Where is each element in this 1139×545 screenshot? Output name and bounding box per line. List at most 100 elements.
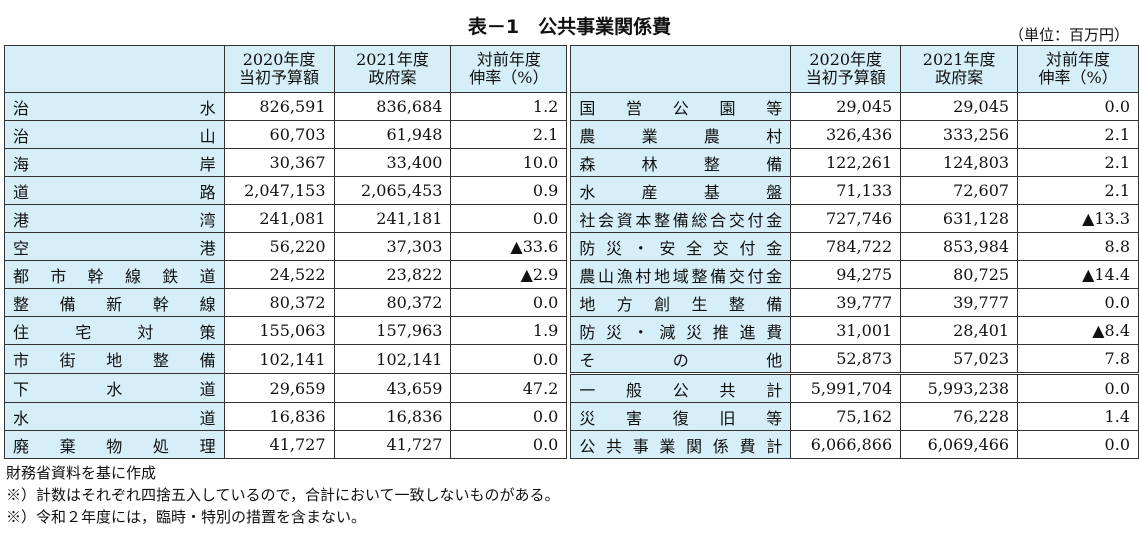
rounding-note: ※）計数はそれぞれ四捨五入しているので，合計において一致しないものがある。 [6, 486, 560, 504]
value-2020-right: 326,436 [790, 120, 902, 149]
value-2020-left: 16,836 [223, 402, 335, 431]
header-2020-left: 2020年度 当初予算額 [223, 45, 335, 93]
table-row: 水道 16,836 16,836 0.0 災害復旧等 75,162 76,228 1.4 [4, 402, 1139, 431]
table-row: 整備新幹線 80,372 80,372 0.0 地方創生整備 39,777 39,777 0.… [4, 288, 1139, 317]
value-2020-left: 80,372 [223, 288, 335, 317]
growth-rate-left: 1.2 [450, 92, 568, 121]
value-2020-right: 122,261 [790, 148, 902, 177]
table-row: 港湾 241,081 241,181 0.0 社会資本整備総合交付金 727,746 631… [4, 204, 1139, 233]
header-2020-right: 2020年度 当初予算額 [790, 45, 902, 93]
value-2021-right: 39,777 [900, 288, 1019, 317]
value-2020-right: 29,045 [790, 92, 902, 121]
row-label-right: 公共事業関係費計 [570, 430, 792, 459]
value-2021-left: 836,684 [333, 92, 452, 121]
exclusion-note: ※）令和２年度には，臨時・特別の措置を含まない。 [6, 508, 367, 526]
table-row: 市街地整備 102,141 102,141 0.0 その他 52,873 57,023 7.8 [4, 344, 1139, 374]
value-2021-left: 80,372 [333, 288, 452, 317]
growth-rate-right: ▲13.3 [1017, 204, 1139, 233]
header-row: 2020年度 当初予算額 2021年度 政府案 対前年度 伸率（%） 2020年度 当初… [4, 45, 1139, 93]
growth-rate-right: 0.0 [1017, 288, 1139, 317]
growth-rate-left: 10.0 [450, 148, 568, 177]
growth-rate-left: 0.0 [450, 402, 568, 431]
growth-rate-right: ▲14.4 [1017, 260, 1139, 289]
row-label-right: 農山漁村地域整備交付金 [570, 260, 792, 289]
value-2020-right: 31,001 [790, 316, 902, 345]
growth-rate-left: 0.0 [450, 288, 568, 317]
table-row: 海岸 30,367 33,400 10.0 森林整備 122,261 124,803 2.1 [4, 148, 1139, 177]
value-2021-left: 37,303 [333, 232, 452, 261]
growth-rate-right: 0.0 [1017, 92, 1139, 121]
value-2020-left: 241,081 [223, 204, 335, 233]
value-2020-right: 52,873 [790, 344, 902, 374]
row-label-left: 治水 [4, 92, 225, 121]
value-2020-left: 30,367 [223, 148, 335, 177]
row-label-right: 防災・安全交付金 [570, 232, 792, 261]
value-2020-left: 155,063 [223, 316, 335, 345]
row-label-left: 住宅対策 [4, 316, 225, 345]
growth-rate-right: 8.8 [1017, 232, 1139, 261]
header-blank-right [570, 45, 792, 93]
table-row: 空港 56,220 37,303 ▲33.6 防災・安全交付金 784,722 853,98… [4, 232, 1139, 261]
growth-rate-left: 0.0 [450, 204, 568, 233]
value-2020-right: 75,162 [790, 402, 902, 431]
value-2021-right: 124,803 [900, 148, 1019, 177]
table-title: 表－1 公共事業関係費 [467, 16, 672, 38]
row-label-right: その他 [570, 344, 792, 374]
table-row: 治水 826,591 836,684 1.2 国営公園等 29,045 29,045 0.0 [4, 92, 1139, 121]
value-2020-right: 5,991,704 [790, 372, 902, 403]
value-2020-right: 71,133 [790, 176, 902, 205]
budget-table: 2020年度 当初予算額 2021年度 政府案 対前年度 伸率（%） 2020年度 当初… [4, 45, 1139, 459]
growth-rate-right: 7.8 [1017, 344, 1139, 374]
value-2020-left: 24,522 [223, 260, 335, 289]
value-2020-left: 826,591 [223, 92, 335, 121]
value-2020-right: 39,777 [790, 288, 902, 317]
row-label-right: 災害復旧等 [570, 402, 792, 431]
growth-rate-left: 0.9 [450, 176, 568, 205]
value-2021-right: 72,607 [900, 176, 1019, 205]
growth-rate-right: 1.4 [1017, 402, 1139, 431]
value-2020-right: 784,722 [790, 232, 902, 261]
row-label-right: 一般公共計 [570, 372, 792, 403]
table-row: 道路 2,047,153 2,065,453 0.9 水産基盤 71,133 72,607 2… [4, 176, 1139, 205]
row-label-left: 港湾 [4, 204, 225, 233]
growth-rate-right: ▲8.4 [1017, 316, 1139, 345]
value-2021-right: 5,993,238 [900, 372, 1019, 403]
value-2021-right: 631,128 [900, 204, 1019, 233]
growth-rate-right: 2.1 [1017, 148, 1139, 177]
value-2021-right: 80,725 [900, 260, 1019, 289]
unit-label: （単位：百万円） [1008, 26, 1129, 44]
row-label-left: 治山 [4, 120, 225, 149]
growth-rate-right: 0.0 [1017, 430, 1139, 459]
value-2020-left: 102,141 [223, 344, 335, 374]
table-row: 廃棄物処理 41,727 41,727 0.0 公共事業関係費計 6,066,866 6,0… [4, 430, 1139, 459]
row-label-left: 水道 [4, 402, 225, 431]
growth-rate-left: 1.9 [450, 316, 568, 345]
growth-rate-left: 0.0 [450, 344, 568, 374]
value-2021-right: 853,984 [900, 232, 1019, 261]
header-rate-right: 対前年度 伸率（%） [1017, 45, 1139, 93]
row-label-left: 整備新幹線 [4, 288, 225, 317]
row-label-left: 道路 [4, 176, 225, 205]
value-2020-left: 29,659 [223, 373, 335, 403]
value-2020-left: 41,727 [223, 430, 335, 459]
growth-rate-left: ▲33.6 [450, 232, 568, 261]
source-note: 財務省資料を基に作成 [6, 464, 157, 482]
value-2020-right: 94,275 [790, 260, 902, 289]
header-rate-left: 対前年度 伸率（%） [450, 45, 568, 93]
value-2021-right: 29,045 [900, 92, 1019, 121]
growth-rate-left: 2.1 [450, 120, 568, 149]
value-2020-left: 56,220 [223, 232, 335, 261]
value-2020-left: 60,703 [223, 120, 335, 149]
row-label-right: 防災・減災推進費 [570, 316, 792, 345]
growth-rate-right: 2.1 [1017, 176, 1139, 205]
growth-rate-left: 47.2 [450, 373, 568, 403]
growth-rate-right: 0.0 [1017, 372, 1139, 403]
growth-rate-left: 0.0 [450, 430, 568, 459]
value-2021-right: 57,023 [900, 344, 1019, 374]
growth-rate-left: ▲2.9 [450, 260, 568, 289]
value-2021-left: 241,181 [333, 204, 452, 233]
table-row: 下水道 29,659 43,659 47.2 一般公共計 5,991,704 5,993,2… [4, 372, 1139, 403]
table-row: 住宅対策 155,063 157,963 1.9 防災・減災推進費 31,001 28,40… [4, 316, 1139, 345]
row-label-left: 下水道 [4, 373, 225, 403]
value-2020-right: 727,746 [790, 204, 902, 233]
